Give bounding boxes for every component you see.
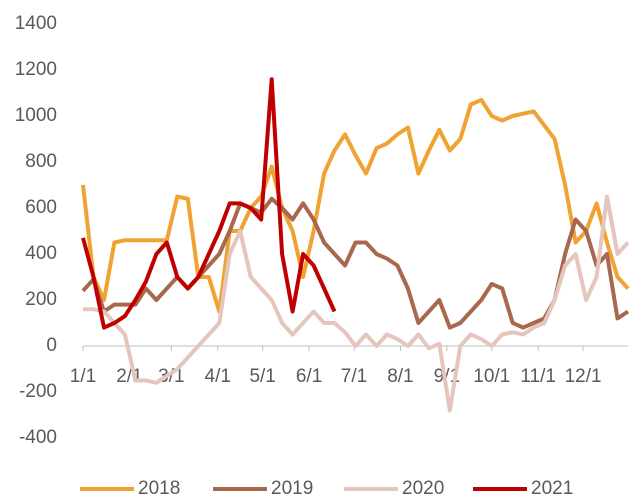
y-tick-label: 0 bbox=[46, 335, 57, 356]
legend-label: 2018 bbox=[138, 478, 180, 499]
x-tick-label: 7/1 bbox=[341, 366, 367, 387]
y-tick-label: 400 bbox=[25, 243, 57, 264]
x-tick-label: 6/1 bbox=[296, 366, 322, 387]
y-tick-label: 800 bbox=[25, 151, 57, 172]
y-tick-label: 200 bbox=[25, 289, 57, 310]
x-tick-label: 3/1 bbox=[158, 366, 184, 387]
series-line bbox=[81, 196, 630, 330]
x-tick-label: 2/1 bbox=[116, 366, 142, 387]
legend-label: 2021 bbox=[531, 478, 573, 499]
y-tick-label: 1000 bbox=[15, 105, 57, 126]
y-tick-label: -200 bbox=[19, 381, 57, 402]
y-tick-label: 1400 bbox=[15, 13, 57, 34]
y-tick-label: 1200 bbox=[15, 59, 57, 80]
x-tick-label: 11/1 bbox=[520, 366, 556, 387]
x-tick-label: 12/1 bbox=[565, 366, 602, 387]
x-tick-label: 1/1 bbox=[70, 366, 96, 387]
x-tick-label: 4/1 bbox=[205, 366, 231, 387]
legend-label: 2019 bbox=[271, 478, 313, 499]
x-tick-label: 5/1 bbox=[249, 366, 275, 387]
legend-label: 2020 bbox=[402, 478, 444, 499]
y-tick-label: -400 bbox=[19, 427, 57, 448]
series-line bbox=[83, 194, 630, 413]
series-line bbox=[81, 77, 337, 330]
x-tick-label: 10/1 bbox=[473, 366, 510, 387]
y-tick-label: 600 bbox=[25, 197, 57, 218]
series-line bbox=[81, 97, 630, 314]
x-tick-label: 8/1 bbox=[387, 366, 413, 387]
